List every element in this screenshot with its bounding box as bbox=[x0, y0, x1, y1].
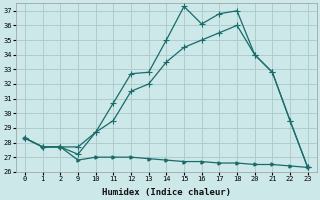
X-axis label: Humidex (Indice chaleur): Humidex (Indice chaleur) bbox=[102, 188, 231, 197]
